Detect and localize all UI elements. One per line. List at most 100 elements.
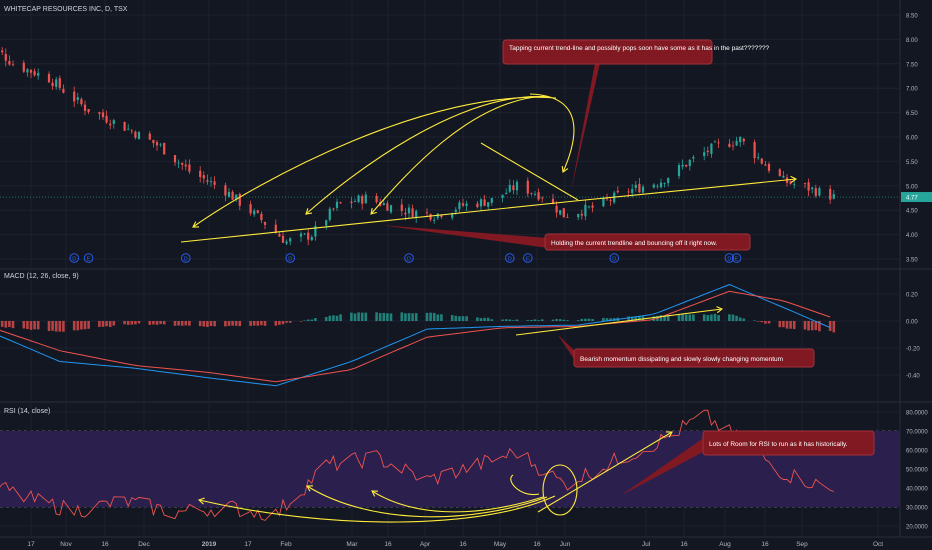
candle-body [829, 188, 832, 200]
event-marker-label: D [727, 256, 731, 262]
macd-tick-label: 0.20 [906, 293, 918, 299]
rsi-arc-head-3 [371, 490, 379, 497]
price-tick-label: 7.00 [906, 87, 918, 93]
arc-arrow-4 [529, 93, 575, 173]
callout-macd[interactable]: Bearish momentum dissipating and slowly … [558, 335, 815, 368]
macd-histogram-bar [735, 315, 738, 321]
rsi-tick-label: 60.0000 [906, 449, 928, 455]
candle-body [559, 210, 562, 215]
macd-histogram-bar [429, 312, 432, 321]
macd-histogram-bar [209, 321, 213, 326]
macd-histogram-bar [224, 321, 227, 327]
macd-histogram-bar [540, 319, 544, 321]
callout-mid[interactable]: Holding the current trendline and bounci… [380, 225, 751, 251]
macd-histogram-bar [260, 321, 263, 326]
candle-body [73, 91, 76, 102]
candle-body [325, 220, 328, 226]
candle-body [710, 143, 713, 154]
arc-arrow-2 [305, 96, 549, 215]
candle-body [634, 184, 637, 188]
candle-body [465, 203, 468, 206]
macd-histogram-bar [533, 319, 537, 321]
time-tick-label: 16 [459, 541, 467, 548]
symbol-title: WHITECAP RESOURCES INC, D, TSX [4, 6, 128, 13]
macd-histogram-bar [818, 321, 821, 332]
macd-histogram-bar [587, 318, 591, 321]
macd-histogram-bar [252, 321, 256, 326]
time-tick-label: Jun [560, 541, 571, 548]
macd-histogram-bar [364, 312, 368, 321]
candle-body [209, 181, 213, 183]
event-marker [724, 253, 735, 263]
macd-histogram-bar [353, 313, 357, 321]
macd-histogram-bar [4, 321, 8, 328]
candle-body [760, 158, 763, 164]
candle-body [58, 78, 61, 88]
macd-histogram-bar [274, 321, 278, 326]
candle-body [713, 141, 717, 143]
candle-body [386, 203, 389, 211]
candle-body [353, 201, 357, 203]
candle-body [339, 202, 342, 204]
event-marker [505, 253, 515, 263]
time-tick-label: 16 [761, 541, 769, 548]
rsi-tick-label: 20.0000 [906, 525, 928, 531]
macd-histogram-bar [738, 317, 742, 321]
candle-body [609, 200, 612, 201]
candle-body [454, 209, 457, 212]
candle-body [541, 197, 544, 199]
time-tick-label: Apr [420, 541, 431, 548]
macd-histogram-bar [234, 321, 238, 326]
candle-body [314, 225, 317, 237]
macd-histogram-bar [414, 313, 418, 321]
candle-body [55, 79, 58, 87]
price-pane[interactable]: DEDDDDEDDEE [0, 34, 932, 263]
time-tick-label: Sep [796, 541, 808, 548]
macd-pane[interactable] [0, 284, 836, 387]
rsi-tick-label: 50.0000 [906, 468, 928, 474]
macd-histogram-bar [404, 313, 407, 321]
macd-histogram-bar [162, 321, 166, 325]
price-tick-label: 8.50 [906, 14, 918, 20]
support-trendline [180, 200, 576, 243]
arc-arrowhead-2 [305, 208, 313, 215]
candle-body [8, 60, 11, 65]
macd-histogram-bar [332, 315, 335, 321]
candle-body [685, 164, 688, 167]
macd-histogram-bar [278, 321, 281, 325]
candle-body [238, 193, 241, 206]
candle-body [591, 205, 594, 208]
rsi-pane[interactable] [0, 409, 834, 521]
macd-histogram-bar [206, 321, 209, 328]
rsi-title: RSI (14, close) [4, 408, 50, 415]
candle-body [703, 152, 706, 157]
candle-body [667, 177, 670, 184]
candle-body [112, 120, 115, 124]
macd-histogram-bar [263, 321, 267, 326]
candle-body [173, 155, 177, 163]
candle-body [80, 99, 83, 105]
macd-histogram-bar [576, 320, 580, 321]
callout-rsi[interactable]: Lots of Room for RSI to run as it has hi… [620, 430, 875, 496]
candle-body [479, 199, 483, 207]
candle-body [184, 164, 187, 167]
candle-body [663, 183, 666, 184]
candle-body [490, 198, 493, 203]
candle-body [375, 195, 378, 203]
event-marker [285, 253, 295, 263]
callout-top[interactable]: Tapping current trend-line and possibly … [502, 39, 770, 191]
event-marker-label: D [72, 256, 76, 262]
candle-body [213, 181, 216, 185]
time-tick-label: 17 [27, 541, 35, 548]
macd-histogram-bar [792, 321, 796, 330]
candle-body [782, 175, 785, 178]
rsi-arc-2 [306, 485, 548, 518]
candle-body [526, 180, 529, 194]
candle-body [37, 72, 40, 76]
macd-histogram-bar [454, 315, 458, 321]
candle-body [29, 69, 33, 73]
macd-histogram-bar [432, 312, 436, 321]
candle-body [731, 145, 735, 147]
candle-body [562, 208, 565, 218]
candle-body [328, 208, 331, 220]
